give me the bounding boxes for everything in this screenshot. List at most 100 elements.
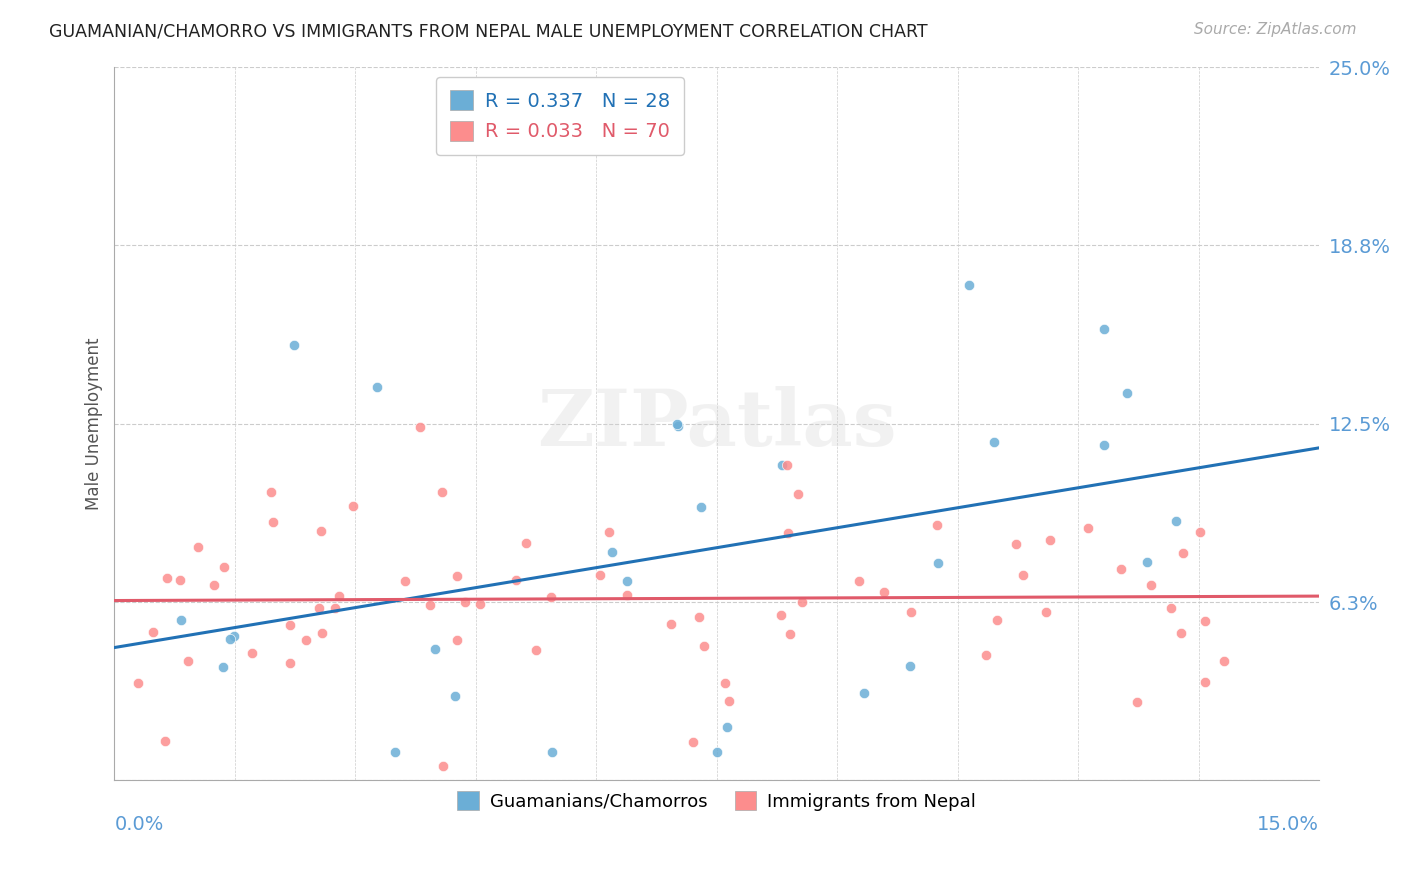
Point xyxy=(283,338,305,352)
Point xyxy=(776,458,799,473)
Point xyxy=(1194,675,1216,690)
Point xyxy=(430,485,453,500)
Point xyxy=(169,613,191,627)
Legend: Guamanians/Chamorros, Immigrants from Nepal: Guamanians/Chamorros, Immigrants from Ne… xyxy=(450,784,983,818)
Point xyxy=(693,639,716,653)
Point xyxy=(515,536,537,550)
Point xyxy=(1173,546,1195,560)
Point xyxy=(309,524,332,539)
Point xyxy=(470,597,492,611)
Point xyxy=(169,574,191,588)
Point xyxy=(1140,577,1163,591)
Point xyxy=(240,647,263,661)
Point xyxy=(1194,614,1216,628)
Point xyxy=(127,676,149,690)
Point xyxy=(278,618,301,632)
Point xyxy=(432,759,454,773)
Point xyxy=(713,676,735,690)
Point xyxy=(323,601,346,615)
Point xyxy=(342,499,364,513)
Point xyxy=(1213,655,1236,669)
Point xyxy=(852,686,875,700)
Y-axis label: Male Unemployment: Male Unemployment xyxy=(86,337,103,510)
Point xyxy=(1126,695,1149,709)
Point xyxy=(616,588,638,602)
Point xyxy=(986,613,1008,627)
Point xyxy=(142,625,165,640)
Point xyxy=(873,585,896,599)
Point xyxy=(602,545,624,559)
Point xyxy=(541,745,564,759)
Point xyxy=(1077,521,1099,535)
Point xyxy=(688,610,710,624)
Point xyxy=(1039,533,1062,547)
Point xyxy=(1136,555,1159,569)
Point xyxy=(898,659,921,673)
Point xyxy=(212,659,235,673)
Point xyxy=(1092,438,1115,452)
Point xyxy=(792,595,814,609)
Text: Source: ZipAtlas.com: Source: ZipAtlas.com xyxy=(1194,22,1357,37)
Point xyxy=(328,589,350,603)
Point xyxy=(311,625,333,640)
Point xyxy=(1160,601,1182,615)
Point xyxy=(224,629,246,643)
Point xyxy=(1189,524,1212,539)
Point xyxy=(540,590,562,604)
Point xyxy=(262,515,284,529)
Point xyxy=(1115,385,1137,400)
Point xyxy=(776,526,799,541)
Point xyxy=(444,689,467,703)
Point xyxy=(589,568,612,582)
Point xyxy=(202,578,225,592)
Point xyxy=(295,632,318,647)
Point xyxy=(446,569,468,583)
Point xyxy=(974,648,997,663)
Point xyxy=(983,435,1005,450)
Point xyxy=(1092,322,1115,336)
Point xyxy=(770,458,793,472)
Point xyxy=(682,735,704,749)
Point xyxy=(419,598,441,612)
Point xyxy=(446,632,468,647)
Point xyxy=(423,642,446,657)
Point xyxy=(957,277,980,292)
Point xyxy=(1109,561,1132,575)
Point xyxy=(187,541,209,555)
Point xyxy=(718,694,741,708)
Point xyxy=(598,524,620,539)
Text: ZIPatlas: ZIPatlas xyxy=(537,385,897,462)
Point xyxy=(1164,514,1187,528)
Point xyxy=(366,379,388,393)
Point xyxy=(155,733,177,747)
Text: GUAMANIAN/CHAMORRO VS IMMIGRANTS FROM NEPAL MALE UNEMPLOYMENT CORRELATION CHART: GUAMANIAN/CHAMORRO VS IMMIGRANTS FROM NE… xyxy=(49,22,928,40)
Point xyxy=(176,655,198,669)
Point xyxy=(665,417,688,431)
Point xyxy=(384,745,406,759)
Point xyxy=(659,616,682,631)
Point xyxy=(779,627,801,641)
Point xyxy=(690,500,713,515)
Point xyxy=(1012,567,1035,582)
Point xyxy=(616,574,638,588)
Point xyxy=(308,601,330,615)
Point xyxy=(218,632,240,647)
Text: 0.0%: 0.0% xyxy=(114,814,163,834)
Point xyxy=(454,594,477,608)
Point xyxy=(278,656,301,670)
Point xyxy=(927,556,949,570)
Point xyxy=(260,484,283,499)
Point xyxy=(666,419,689,434)
Point xyxy=(394,574,416,589)
Point xyxy=(848,574,870,588)
Point xyxy=(1005,537,1028,551)
Point xyxy=(1170,625,1192,640)
Point xyxy=(1035,605,1057,619)
Point xyxy=(706,745,728,759)
Point xyxy=(769,608,792,623)
Point xyxy=(408,419,430,434)
Point xyxy=(900,605,922,619)
Point xyxy=(927,518,949,533)
Text: 15.0%: 15.0% xyxy=(1257,814,1319,834)
Point xyxy=(716,720,738,734)
